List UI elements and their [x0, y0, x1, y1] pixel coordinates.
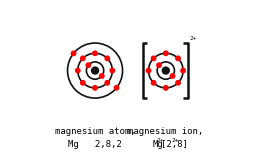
Text: Mg   2,8,2: Mg 2,8,2	[68, 140, 122, 149]
Circle shape	[81, 81, 85, 85]
Circle shape	[146, 68, 151, 73]
Circle shape	[164, 86, 168, 90]
Circle shape	[105, 81, 109, 85]
Text: 2+: 2+	[190, 36, 197, 41]
Circle shape	[105, 56, 109, 60]
Circle shape	[176, 81, 180, 85]
Circle shape	[170, 74, 175, 78]
Circle shape	[76, 68, 80, 73]
Circle shape	[176, 56, 180, 60]
Circle shape	[86, 63, 90, 67]
Circle shape	[81, 56, 85, 60]
Circle shape	[93, 86, 97, 90]
Text: magnesium atom,: magnesium atom,	[55, 127, 135, 136]
Circle shape	[93, 51, 97, 56]
Text: [2,8]: [2,8]	[161, 140, 188, 149]
Circle shape	[151, 56, 156, 60]
Circle shape	[100, 74, 104, 78]
Circle shape	[151, 81, 156, 85]
Text: Mg: Mg	[152, 140, 163, 149]
Text: magnesium ion,: magnesium ion,	[128, 127, 204, 136]
Circle shape	[157, 63, 161, 67]
Text: 2+: 2+	[172, 138, 179, 143]
Circle shape	[72, 51, 76, 56]
Circle shape	[114, 86, 119, 90]
Circle shape	[110, 68, 115, 73]
Text: 2+: 2+	[157, 138, 164, 143]
Circle shape	[164, 51, 168, 56]
Circle shape	[181, 68, 185, 73]
Circle shape	[162, 67, 169, 74]
Circle shape	[92, 67, 98, 74]
